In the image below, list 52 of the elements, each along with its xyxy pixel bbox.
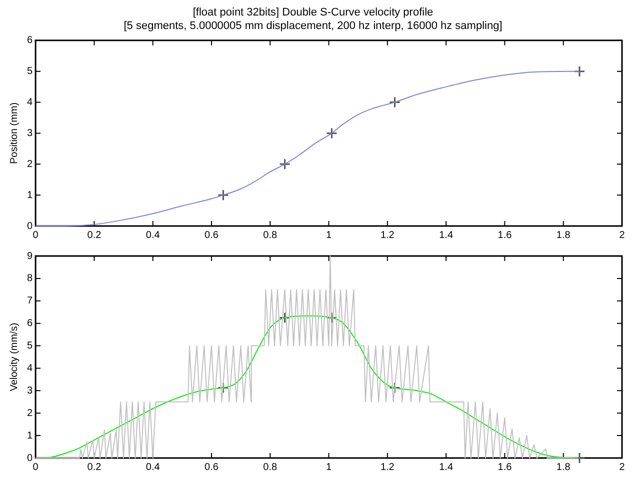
x-tick-label: 1.4 bbox=[439, 462, 454, 473]
x-tick-label: 1.8 bbox=[556, 462, 571, 473]
y-tick-label: 1 bbox=[27, 190, 33, 201]
x-tick-label: 1 bbox=[326, 230, 332, 241]
point bbox=[326, 312, 338, 324]
point bbox=[217, 382, 229, 394]
point bbox=[326, 127, 338, 139]
y-tick-label: 0 bbox=[27, 220, 33, 232]
y-tick-label: 3 bbox=[27, 128, 33, 139]
y-tick-label: 2 bbox=[27, 158, 33, 170]
x-tick-label: 1.2 bbox=[380, 230, 395, 241]
x-tick-label: 1.8 bbox=[556, 230, 571, 241]
x-tick-label: 1.4 bbox=[439, 230, 454, 241]
point bbox=[389, 96, 401, 108]
x-tick-label: 0.4 bbox=[146, 462, 160, 473]
y-tick-label: 7 bbox=[27, 296, 33, 307]
y-tick-label: 3 bbox=[27, 385, 33, 396]
chart-subtitle: [5 segments, 5.0000005 mm displacement, 200 hz interp, 16000 hz sampling] bbox=[124, 20, 502, 32]
x-tick-label: 0.6 bbox=[204, 230, 219, 241]
x-tick-label: 2 bbox=[619, 230, 626, 241]
x-tick-label: 1.6 bbox=[498, 462, 512, 473]
y-tick-label: 8 bbox=[27, 273, 33, 284]
y-tick-label: 4 bbox=[27, 362, 33, 374]
y-tick-label: 6 bbox=[27, 318, 33, 330]
y-tick-label: 9 bbox=[27, 250, 33, 262]
y-tick-label: 5 bbox=[27, 66, 33, 78]
y-tick-label: 0 bbox=[27, 452, 33, 464]
y-tick-label: 4 bbox=[27, 97, 33, 108]
point bbox=[279, 312, 291, 324]
x-tick-label: 0.8 bbox=[263, 462, 278, 473]
x-tick-label: 1.6 bbox=[498, 230, 512, 241]
x-tick-label: 0.2 bbox=[87, 462, 102, 473]
y-tick-label: 2 bbox=[27, 408, 33, 419]
x-tick-label: 0.4 bbox=[146, 230, 160, 241]
y-axis-title: Velocity (mm/s) bbox=[8, 322, 20, 392]
point bbox=[574, 452, 586, 464]
x-tick-label: 0.6 bbox=[204, 462, 219, 473]
x-tick-label: 2 bbox=[619, 462, 626, 473]
point bbox=[279, 158, 291, 170]
x-tick-label: 0.2 bbox=[87, 230, 102, 241]
x-tick-label: 0.8 bbox=[263, 230, 278, 241]
point bbox=[389, 382, 401, 394]
y-tick-label: 6 bbox=[27, 35, 33, 46]
x-tick-label: 1 bbox=[326, 462, 332, 473]
line-series bbox=[35, 70, 580, 226]
chart-title: [float point 32bits] Double S-Curve velocity profile bbox=[192, 6, 434, 19]
x-tick-label: 1.2 bbox=[380, 462, 395, 473]
y-tick-label: 5 bbox=[27, 340, 33, 352]
y-axis-title: Position (mm) bbox=[8, 102, 20, 164]
point bbox=[217, 189, 229, 201]
point bbox=[574, 66, 586, 78]
y-tick-label: 1 bbox=[27, 430, 33, 442]
